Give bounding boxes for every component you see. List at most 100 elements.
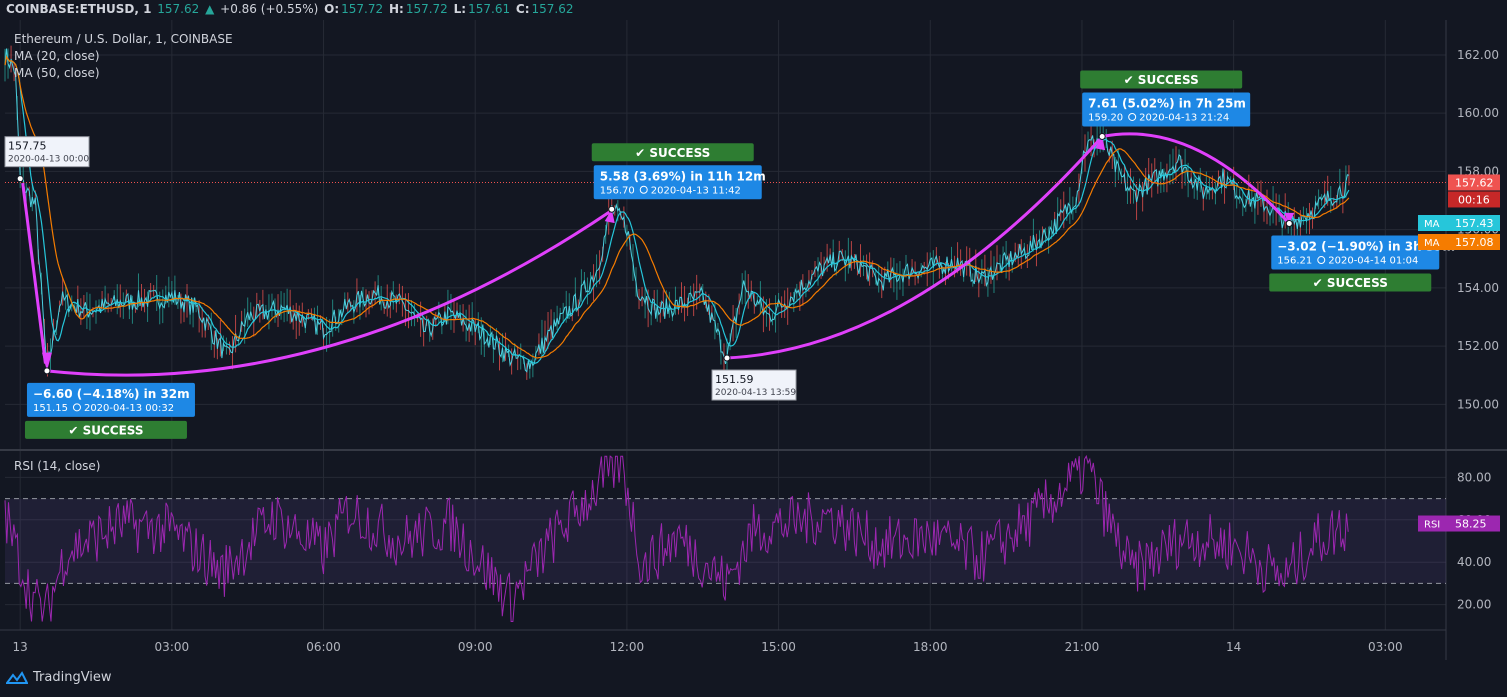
ma50-tag-value: 157.08 (1455, 236, 1494, 249)
ma50-tag-value-box (1448, 234, 1500, 250)
rsi-value-tag-label: RSI (1424, 520, 1440, 531)
time-tick-label: 03:00 (155, 640, 190, 654)
ma20-tag-label-box (1418, 215, 1448, 231)
tradingview-logo[interactable]: TradingView (6, 670, 112, 685)
low-value: 157.61 (468, 2, 511, 16)
ma50-tag-label-box (1418, 234, 1448, 250)
measure-callout-text: −6.60 (−4.18%) in 32m (33, 387, 190, 401)
projection-rise-curve (46, 210, 611, 377)
rsi-value-tag: RSI 58.25 (1418, 515, 1500, 532)
rsi-value-tag-value-box (1448, 515, 1500, 532)
rsi-value-tag-value: 58.25 (1455, 518, 1487, 531)
change-value: +0.86 (+0.55%) (220, 2, 319, 16)
ma50-tag-label: MA (1424, 238, 1440, 249)
rsi-tick-label: 20.00 (1457, 598, 1491, 612)
last-price-tag-value-box (1448, 174, 1500, 191)
success-badge (1080, 70, 1243, 89)
price-tick-label: 152.00 (1457, 339, 1499, 353)
rsi-value-tag-label-box (1418, 515, 1448, 532)
close-label: C: (515, 2, 530, 16)
measure-callout-box (26, 382, 195, 417)
measure-callout-date: 2020-04-13 11:42 (651, 185, 741, 196)
success-badge-label: ✔ SUCCESS (68, 423, 143, 437)
measure-callout-price: 159.20 (1088, 112, 1123, 123)
last-price-tag-value: 157.62 (1455, 176, 1494, 189)
measure-callout-price: 156.70 (600, 185, 635, 196)
success-badge-label: ✔ SUCCESS (1313, 276, 1388, 290)
clock-icon (72, 403, 81, 412)
price-tick-label: 150.00 (1457, 397, 1499, 411)
point-label-date: 2020-04-13 00:00 (8, 155, 89, 165)
arrowhead-icon (41, 352, 52, 371)
rsi-tick-label: 40.00 (1457, 555, 1491, 569)
success-badge (591, 143, 754, 162)
ma50-legend[interactable]: MA (50, close) (14, 66, 100, 80)
anchor-dot (608, 205, 616, 213)
arrowhead-icon (1284, 212, 1295, 224)
tradingview-logo-text: TradingView (33, 670, 112, 685)
ma50-tag: MA 157.08 (1418, 234, 1500, 250)
ma20-series-line (4, 55, 1350, 365)
open-label: O: (324, 2, 340, 16)
clock-icon (1128, 112, 1137, 121)
point-label-box (711, 369, 797, 401)
ma20-tag-label: MA (1424, 219, 1440, 230)
rsi-series-line (4, 454, 1349, 622)
ma20-tag-value-box (1448, 215, 1500, 231)
open-value: 157.72 (341, 2, 384, 16)
measure-callout-text: −3.02 (−1.90%) in 3h 39m (1277, 240, 1455, 254)
success-badge-label: ✔ SUCCESS (1124, 73, 1199, 87)
time-tick-label: 14 (1226, 640, 1241, 654)
rsi-legend[interactable]: RSI (14, close) (14, 459, 101, 473)
time-tick-label: 09:00 (458, 640, 493, 654)
clock-icon (1317, 256, 1326, 265)
projection-drop-line (21, 182, 47, 364)
time-tick-label: 03:00 (1368, 640, 1403, 654)
projection-fall-curve (1101, 132, 1288, 222)
measure-callout-date: 2020-04-14 01:04 (1328, 256, 1418, 267)
time-tick-label: 12:00 (610, 640, 645, 654)
price-series-line (4, 48, 1350, 373)
measure-callout-price: 151.15 (33, 403, 68, 414)
measure-callout-text: 7.61 (5.02%) in 7h 25m (1088, 96, 1246, 110)
ma20-tag: MA 157.43 (1418, 215, 1500, 231)
tradingview-cloud-icon (6, 670, 28, 684)
anchor-dot (16, 175, 24, 183)
time-tick-label: 13 (13, 640, 28, 654)
low-label: L: (453, 2, 467, 16)
measure-callout-text: 5.58 (3.69%) in 11h 12m (600, 169, 766, 183)
success-badge-label: ✔ SUCCESS (635, 146, 710, 160)
countdown-box (1448, 191, 1500, 208)
footer-bar: TradingView (0, 660, 1507, 697)
ma20-tag-value: 157.43 (1455, 217, 1494, 230)
ma50-series-line (4, 55, 1350, 359)
measure-callout-box (593, 165, 762, 200)
price-tick-label: 160.00 (1457, 106, 1499, 120)
measure-callout-price: 156.21 (1277, 256, 1312, 267)
ma20-legend[interactable]: MA (20, close) (14, 49, 100, 63)
time-tick-label: 06:00 (306, 640, 341, 654)
chart-title-legend[interactable]: Ethereum / U.S. Dollar, 1, COINBASE (14, 32, 233, 46)
measure-callout-date: 2020-04-13 00:32 (84, 403, 174, 414)
success-badge (24, 420, 187, 439)
anchor-dot (1098, 132, 1106, 140)
anchor-dot (43, 367, 51, 375)
symbol-header: COINBASE:ETHUSD, 1 157.62 ▲ +0.86 (+0.55… (0, 0, 1507, 20)
countdown-label: 00:16 (1458, 193, 1490, 206)
projection-rise-curve (726, 138, 1101, 360)
up-arrow-icon: ▲ (205, 2, 215, 16)
success-badge (1269, 273, 1432, 292)
point-label-value: 151.59 (715, 373, 754, 386)
rsi-tick-label: 80.00 (1457, 470, 1491, 484)
anchor-dot (723, 354, 731, 362)
last-price-value: 157.62 (157, 2, 200, 16)
high-value: 157.72 (405, 2, 448, 16)
price-tick-label: 162.00 (1457, 48, 1499, 62)
time-tick-label: 21:00 (1065, 640, 1100, 654)
time-tick-label: 18:00 (913, 640, 948, 654)
clock-icon (639, 185, 648, 194)
symbol-label[interactable]: COINBASE:ETHUSD, 1 (6, 2, 152, 16)
measure-callout-box (1271, 235, 1440, 270)
high-label: H: (388, 2, 404, 16)
